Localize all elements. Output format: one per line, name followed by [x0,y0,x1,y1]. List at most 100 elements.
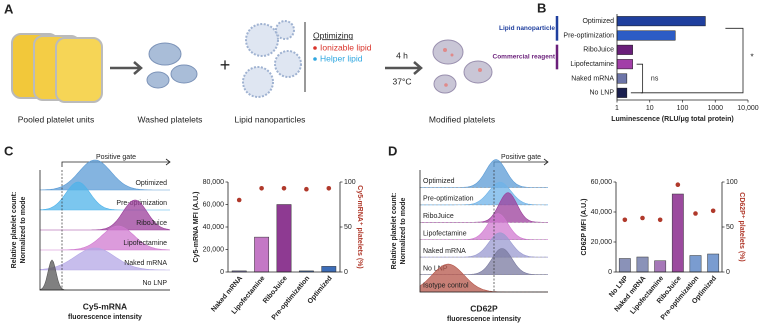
bar [616,73,628,84]
y2-tick-label: 0 [344,269,348,276]
y2-tick-label: 100 [344,179,356,186]
annotation: * [750,51,754,61]
point [259,186,264,191]
point [675,182,681,187]
y2-tick-label: 50 [726,224,734,231]
modified-platelets [432,39,493,94]
arrow [385,61,423,75]
axes [227,182,341,273]
point [640,215,645,221]
panel-letter: D [388,143,397,158]
x-tick-label: 10,000 [737,105,759,112]
y-tick-label: Naked mRNA [571,75,614,82]
row-label: Naked mRNA [124,260,167,267]
gate-label: Positive gate [96,154,136,161]
x-tick-label: 100 [677,105,689,112]
y-tick-label: Lipofectamine [570,61,614,68]
y-axis-label: Normalized to mode [20,196,27,263]
step-label: Washed platelets [138,114,203,124]
y2-axis-label: CD62P⁺ platelets (%) [738,192,745,261]
y-tick-label: 0 [608,269,612,276]
group-label: Lipid nanoparticle [499,25,555,32]
y-tick-label: Pre-optimization [563,32,614,39]
y2-tick-label: 100 [726,179,738,186]
axes [616,14,748,101]
ns-bracket [630,63,644,94]
lnp-dots [443,48,482,87]
bar [254,236,270,273]
bar [707,253,720,273]
bar [618,258,631,273]
bullet [313,46,317,50]
x-tick-label: 10 [646,105,654,112]
row-label: Lipofectamine [123,240,167,247]
histogram-curve [40,225,171,251]
condition: 37°C [393,76,412,86]
row-label: Optimized [423,178,455,185]
y-axis-label: Relative platelet count: [11,192,18,269]
component: Ionizable lipid [320,42,372,52]
row-label: No LNP [142,280,167,287]
histogram-curve [39,159,170,191]
bar [616,16,706,27]
condition: 4 h [396,50,408,60]
gate-bracket [61,158,171,167]
panel-letter: C [4,143,14,158]
panel-letter: A [4,1,14,16]
gate-label: Positive gate [501,154,541,161]
y-axis-label: Relative platelet count: [391,193,398,270]
plus: + [220,55,231,75]
y2-tick-label: 0 [726,269,730,276]
y-tick-label: 40,000 [591,209,613,216]
y-tick-label: 60,000 [203,201,225,208]
row-label: Optimized [135,180,167,187]
bar [321,266,337,273]
y-tick-label: 20,000 [203,246,225,253]
y-tick-label: 60,000 [591,179,613,186]
row-label: RiboJuice [423,213,454,220]
y2-tick-label: 50 [344,224,352,231]
row-label: Pre-optimization [116,200,167,207]
platelet-bags [11,33,103,103]
optimizing-label: Optimizing [313,30,353,40]
arrow [110,61,143,75]
histogram-curve [39,247,170,271]
point [326,186,332,191]
x-axis-label: Cy5-mRNA [83,301,127,311]
y-tick-label: No LNP [589,90,614,97]
row-label: Isotype control [423,283,469,290]
bar [616,59,633,70]
washed-platelets [146,42,198,89]
row-label: RiboJuice [136,220,167,227]
panel-letter: B [537,0,546,15]
x-tick-label: 1 [615,105,619,112]
bar [616,87,628,98]
y-axis-label: Normalized to mode [400,197,407,264]
axes [615,182,723,273]
y-tick-label: 40,000 [203,224,225,231]
component: Helper lipid [320,53,363,63]
x-axis-label: CD62P [470,303,498,313]
step-label: Pooled platelet units [18,114,95,124]
point [693,211,698,216]
axes [419,170,548,293]
point [304,186,309,192]
row-label: Lipofectamine [423,230,467,237]
y2-axis-label: Cy5-mRNA⁺ platelets (%) [356,185,363,268]
axes [39,170,170,291]
bar [671,193,684,273]
y-axis-label: CD62P MFI (A.U.) [581,198,588,255]
y-tick-label: Optimized [582,18,614,25]
step-label: Modified platelets [429,114,495,124]
point [710,208,716,214]
bar [654,260,667,273]
bar [616,30,676,41]
y-tick-label: RiboJuice [583,47,614,54]
bar [689,255,702,273]
x-axis-label: fluorescence intensity [447,316,521,323]
sig-bracket [640,27,744,94]
step-label: Lipid nanoparticles [235,114,306,124]
annotation: ns [651,75,659,82]
point [657,217,663,223]
